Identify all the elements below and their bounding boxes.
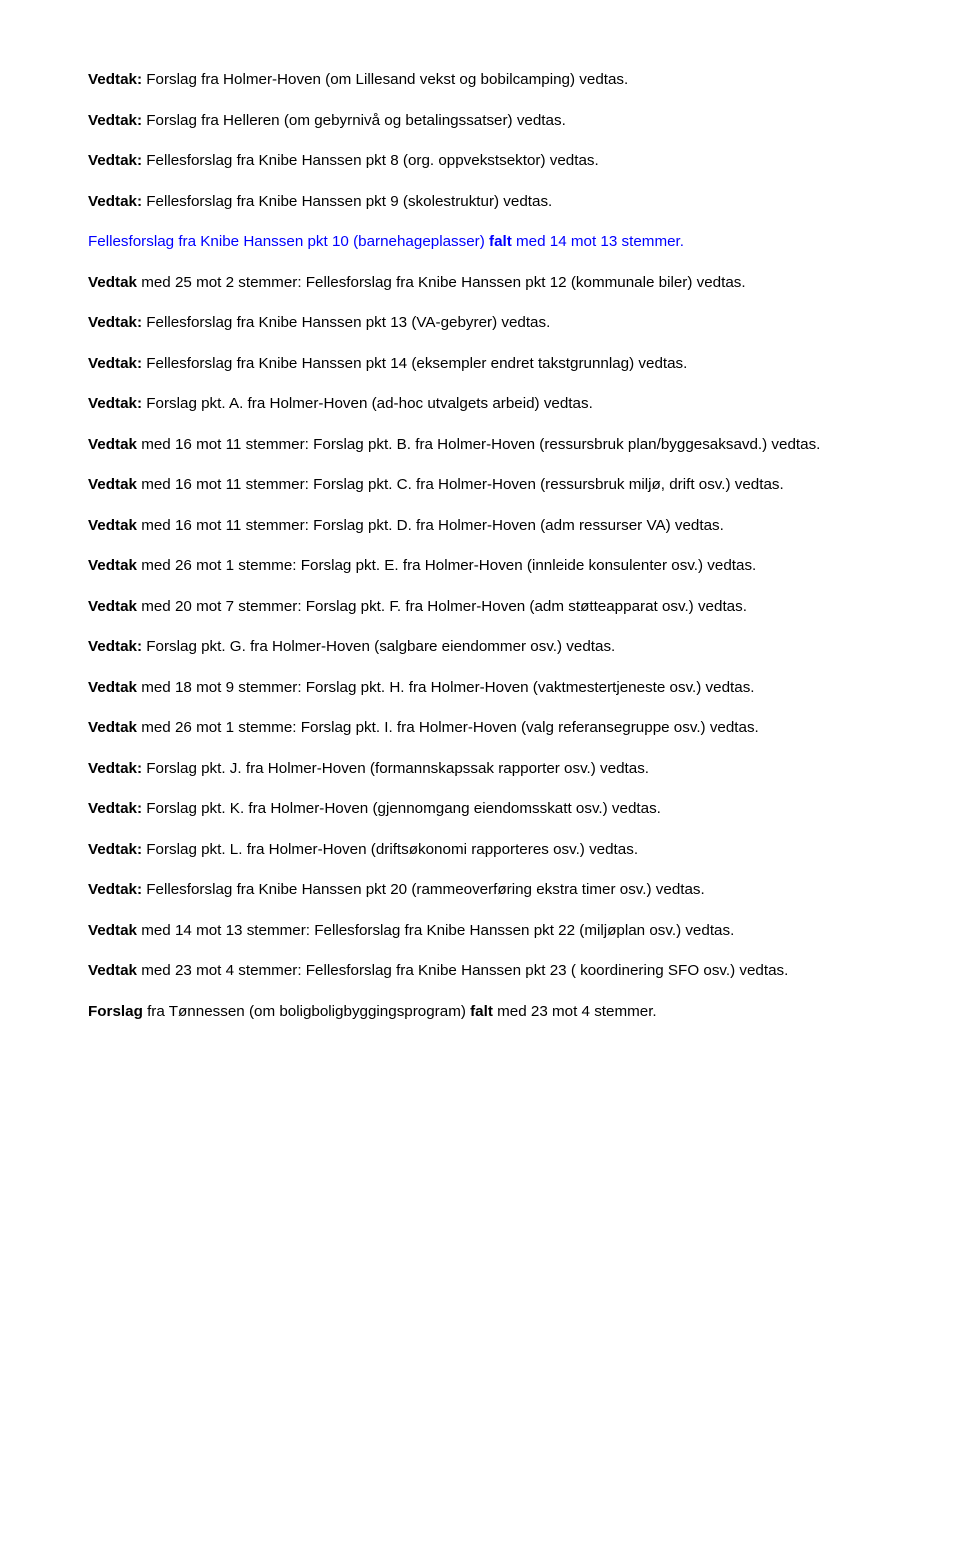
- text-run: Fellesforslag fra Knibe Hanssen pkt 20 (…: [142, 881, 705, 898]
- text-run: Vedtak: [88, 517, 137, 534]
- text-run: Vedtak:: [88, 800, 142, 817]
- text-run: fra Tønnessen (om boligboligbyggingsprog…: [143, 1003, 470, 1020]
- paragraph: Vedtak: Forslag fra Helleren (om gebyrni…: [88, 111, 872, 132]
- text-run: Forslag pkt. A. fra Holmer-Hoven (ad-hoc…: [142, 395, 593, 412]
- paragraph: Vedtak: Forslag pkt. G. fra Holmer-Hoven…: [88, 637, 872, 658]
- text-run: Vedtak:: [88, 841, 142, 858]
- text-run: Vedtak:: [88, 71, 142, 88]
- text-run: Vedtak: [88, 962, 137, 979]
- text-run: falt: [489, 233, 512, 250]
- paragraph: Vedtak med 26 mot 1 stemme: Forslag pkt.…: [88, 718, 872, 739]
- text-run: Fellesforslag fra Knibe Hanssen pkt 13 (…: [142, 314, 550, 331]
- text-run: med 23 mot 4 stemmer.: [493, 1003, 657, 1020]
- paragraph: Vedtak med 25 mot 2 stemmer: Fellesforsl…: [88, 273, 872, 294]
- text-run: Vedtak: [88, 679, 137, 696]
- paragraph: Fellesforslag fra Knibe Hanssen pkt 10 (…: [88, 232, 872, 253]
- paragraph: Vedtak med 26 mot 1 stemme: Forslag pkt.…: [88, 556, 872, 577]
- text-run: Vedtak:: [88, 638, 142, 655]
- text-run: falt: [470, 1003, 493, 1020]
- text-run: Forslag fra Helleren (om gebyrnivå og be…: [142, 112, 566, 129]
- text-run: Vedtak:: [88, 314, 142, 331]
- paragraph: Vedtak: Forslag pkt. K. fra Holmer-Hoven…: [88, 799, 872, 820]
- text-run: med 16 mot 11 stemmer: Forslag pkt. D. f…: [137, 517, 724, 534]
- text-run: med 26 mot 1 stemme: Forslag pkt. E. fra…: [137, 557, 756, 574]
- paragraph: Vedtak: Fellesforslag fra Knibe Hanssen …: [88, 192, 872, 213]
- text-run: Vedtak: [88, 719, 137, 736]
- paragraph: Vedtak: Forslag fra Holmer-Hoven (om Lil…: [88, 70, 872, 91]
- paragraph: Vedtak med 23 mot 4 stemmer: Fellesforsl…: [88, 961, 872, 982]
- paragraph: Vedtak: Forslag pkt. J. fra Holmer-Hoven…: [88, 759, 872, 780]
- text-run: Vedtak:: [88, 881, 142, 898]
- document-body: Vedtak: Forslag fra Holmer-Hoven (om Lil…: [88, 70, 872, 1022]
- text-run: Forslag pkt. J. fra Holmer-Hoven (forman…: [142, 760, 649, 777]
- text-run: med 16 mot 11 stemmer: Forslag pkt. B. f…: [137, 436, 820, 453]
- paragraph: Vedtak med 16 mot 11 stemmer: Forslag pk…: [88, 435, 872, 456]
- text-run: med 14 mot 13 stemmer.: [512, 233, 684, 250]
- paragraph: Vedtak: Fellesforslag fra Knibe Hanssen …: [88, 313, 872, 334]
- text-run: Vedtak:: [88, 395, 142, 412]
- text-run: med 16 mot 11 stemmer: Forslag pkt. C. f…: [137, 476, 784, 493]
- paragraph: Vedtak med 20 mot 7 stemmer: Forslag pkt…: [88, 597, 872, 618]
- text-run: Forslag pkt. L. fra Holmer-Hoven (drifts…: [142, 841, 638, 858]
- text-run: Vedtak: [88, 274, 137, 291]
- paragraph: Vedtak: Forslag pkt. A. fra Holmer-Hoven…: [88, 394, 872, 415]
- text-run: Vedtak: [88, 598, 137, 615]
- text-run: Forslag pkt. G. fra Holmer-Hoven (salgba…: [142, 638, 615, 655]
- text-run: med 20 mot 7 stemmer: Forslag pkt. F. fr…: [137, 598, 747, 615]
- paragraph: Vedtak med 14 mot 13 stemmer: Fellesfors…: [88, 921, 872, 942]
- text-run: med 14 mot 13 stemmer: Fellesforslag fra…: [137, 922, 734, 939]
- text-run: Forslag pkt. K. fra Holmer-Hoven (gjenno…: [142, 800, 661, 817]
- paragraph: Vedtak: Fellesforslag fra Knibe Hanssen …: [88, 880, 872, 901]
- text-run: med 18 mot 9 stemmer: Forslag pkt. H. fr…: [137, 679, 755, 696]
- text-run: med 23 mot 4 stemmer: Fellesforslag fra …: [137, 962, 788, 979]
- text-run: Vedtak: [88, 476, 137, 493]
- paragraph: Vedtak: Fellesforslag fra Knibe Hanssen …: [88, 151, 872, 172]
- text-run: Vedtak:: [88, 152, 142, 169]
- paragraph: Vedtak: Fellesforslag fra Knibe Hanssen …: [88, 354, 872, 375]
- text-run: Vedtak: [88, 436, 137, 453]
- paragraph: Vedtak med 16 mot 11 stemmer: Forslag pk…: [88, 516, 872, 537]
- text-run: Forslag fra Holmer-Hoven (om Lillesand v…: [142, 71, 628, 88]
- text-run: Forslag: [88, 1003, 143, 1020]
- paragraph: Vedtak med 18 mot 9 stemmer: Forslag pkt…: [88, 678, 872, 699]
- text-run: Vedtak:: [88, 112, 142, 129]
- text-run: Fellesforslag fra Knibe Hanssen pkt 10 (…: [88, 233, 489, 250]
- paragraph: Forslag fra Tønnessen (om boligboligbygg…: [88, 1002, 872, 1023]
- text-run: Fellesforslag fra Knibe Hanssen pkt 14 (…: [142, 355, 687, 372]
- document-page: Vedtak: Forslag fra Holmer-Hoven (om Lil…: [0, 0, 960, 1543]
- text-run: Vedtak: [88, 557, 137, 574]
- text-run: med 26 mot 1 stemme: Forslag pkt. I. fra…: [137, 719, 759, 736]
- text-run: med 25 mot 2 stemmer: Fellesforslag fra …: [137, 274, 746, 291]
- text-run: Vedtak:: [88, 760, 142, 777]
- paragraph: Vedtak med 16 mot 11 stemmer: Forslag pk…: [88, 475, 872, 496]
- text-run: Vedtak:: [88, 193, 142, 210]
- text-run: Vedtak:: [88, 355, 142, 372]
- paragraph: Vedtak: Forslag pkt. L. fra Holmer-Hoven…: [88, 840, 872, 861]
- text-run: Fellesforslag fra Knibe Hanssen pkt 9 (s…: [142, 193, 552, 210]
- text-run: Vedtak: [88, 922, 137, 939]
- text-run: Fellesforslag fra Knibe Hanssen pkt 8 (o…: [142, 152, 599, 169]
